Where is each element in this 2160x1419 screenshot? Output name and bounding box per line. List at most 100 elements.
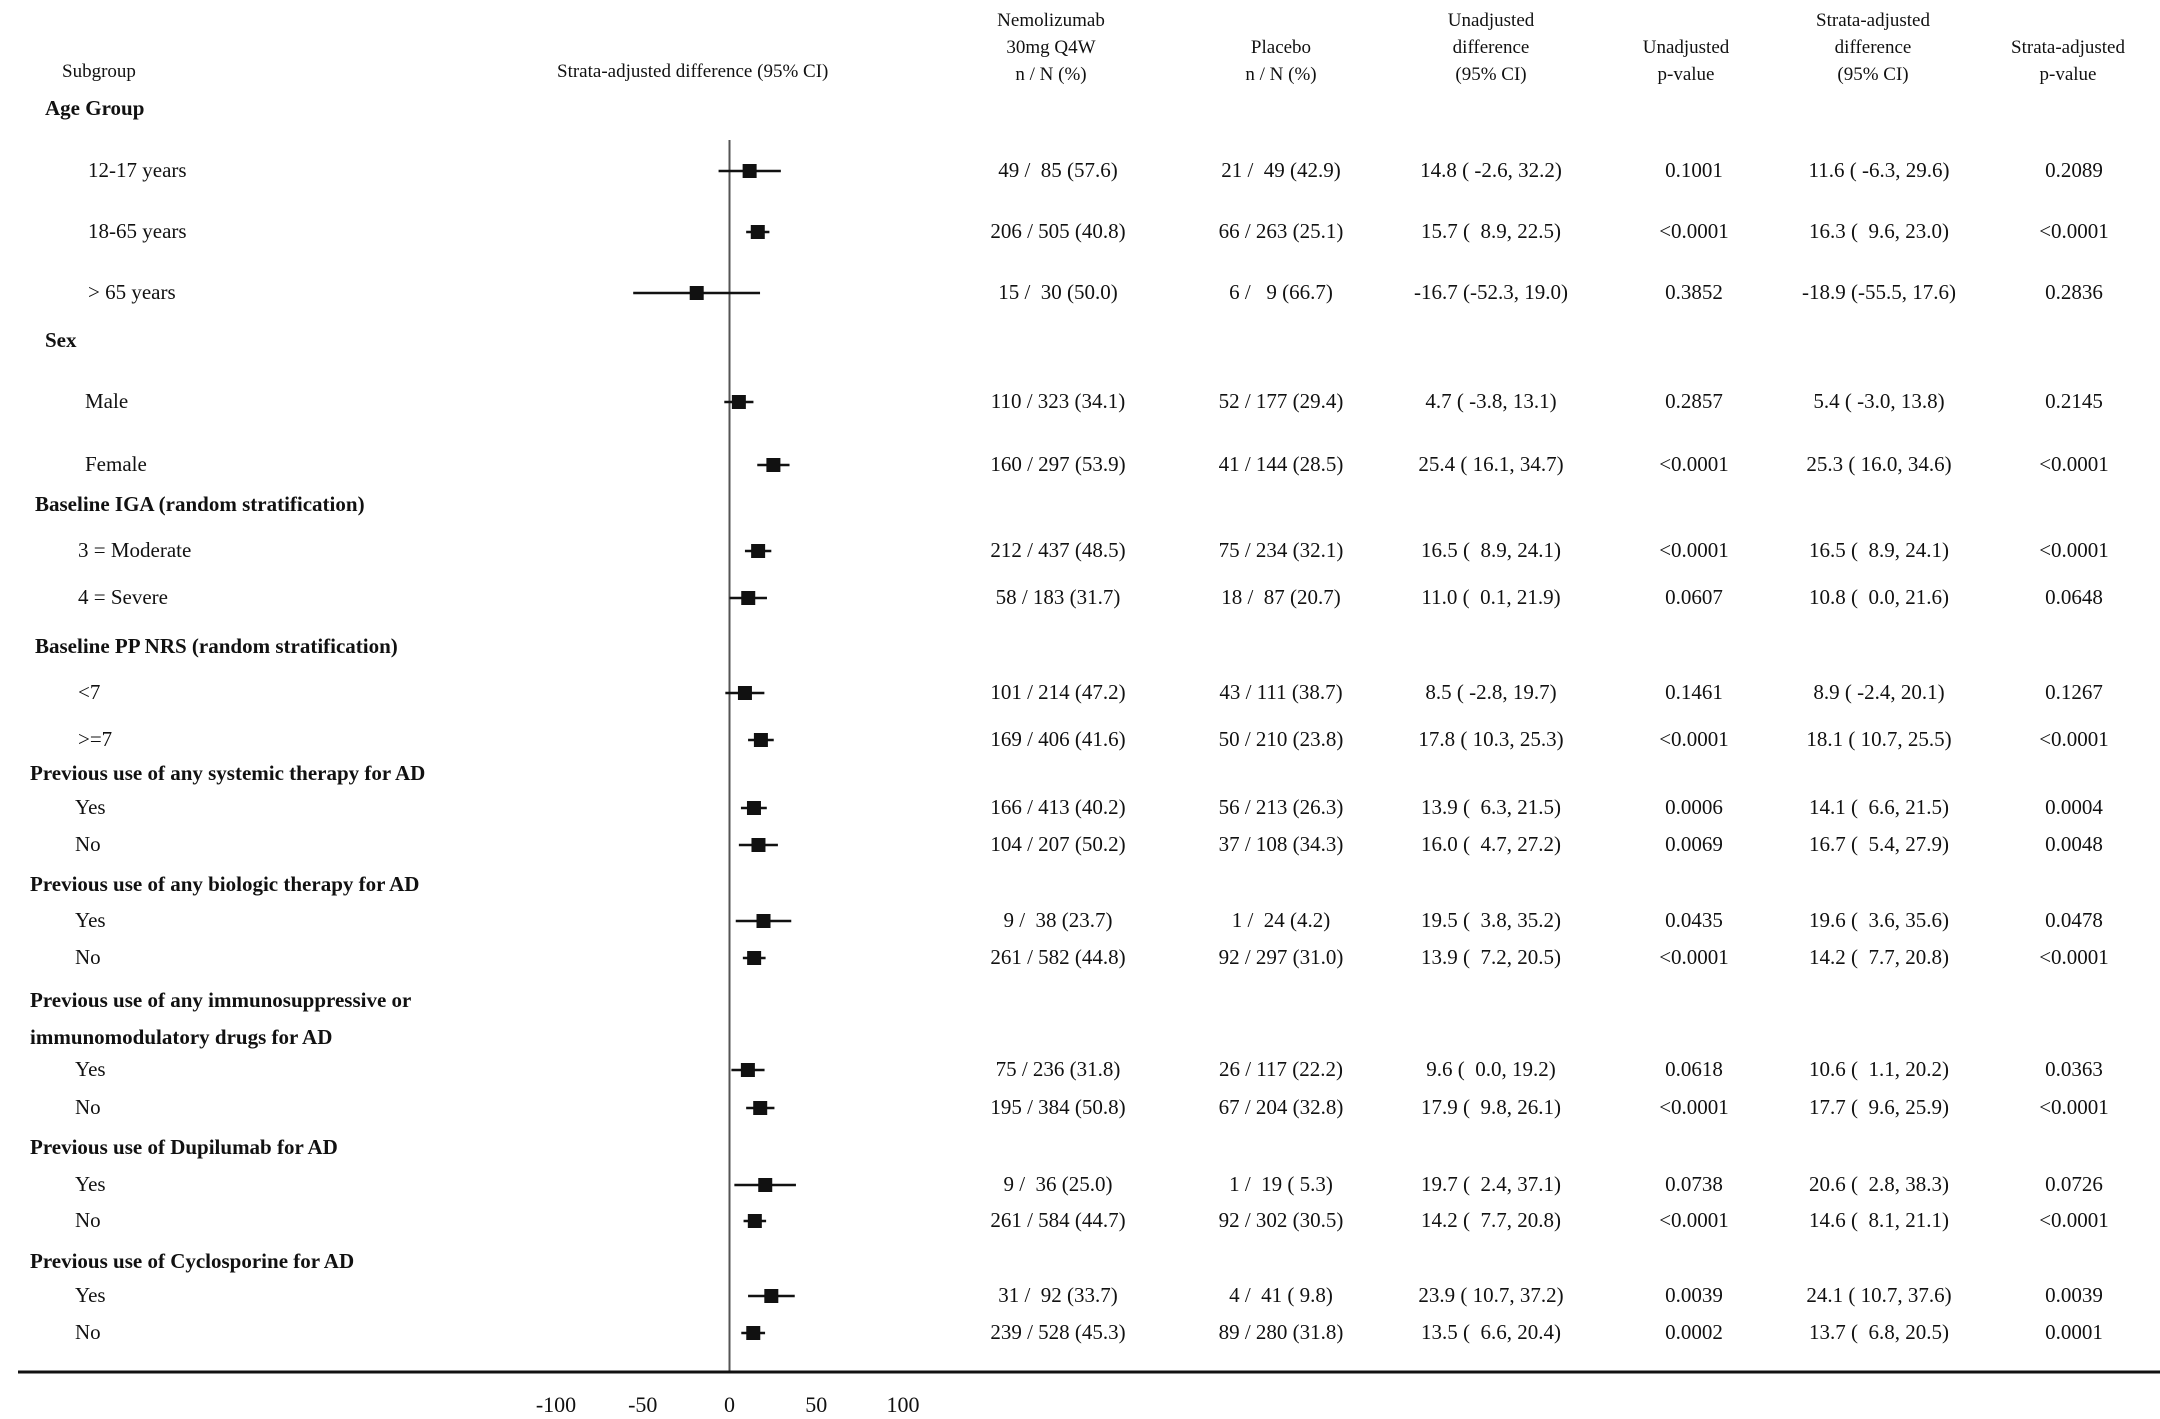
subgroup-label: No bbox=[75, 1320, 101, 1344]
subgroup-label: <7 bbox=[78, 680, 101, 704]
subgroup-header: Subgroup bbox=[62, 61, 136, 82]
placebo-value: 89 / 280 (31.8) bbox=[1218, 1320, 1344, 1344]
nemolizumab-value: 75 / 236 (31.8) bbox=[995, 1057, 1121, 1081]
unadjusted-difference-header-line: (95% CI) bbox=[1455, 64, 1527, 85]
nemolizumab-value: 160 / 297 (53.9) bbox=[990, 452, 1126, 476]
unadjusted-pvalue-value: <0.0001 bbox=[1659, 452, 1729, 476]
unadjusted-pvalue-value: 0.0738 bbox=[1665, 1172, 1723, 1196]
unadjusted-difference-value: 25.4 ( 16.1, 34.7) bbox=[1418, 452, 1564, 476]
nemolizumab-value: 169 / 406 (41.6) bbox=[990, 727, 1126, 751]
strata-adjusted-pvalue-value: <0.0001 bbox=[2039, 1208, 2109, 1232]
strata-adjusted-difference-value: 14.1 ( 6.6, 21.5) bbox=[1809, 795, 1949, 819]
nemolizumab-value: 110 / 323 (34.1) bbox=[990, 389, 1126, 413]
strata-adjusted-difference-value: -18.9 (-55.5, 17.6) bbox=[1802, 280, 1956, 304]
unadjusted-difference-value: 13.5 ( 6.6, 20.4) bbox=[1421, 1320, 1561, 1344]
placebo-value: 67 / 204 (32.8) bbox=[1218, 1095, 1344, 1119]
nemolizumab-header-line: n / N (%) bbox=[1015, 64, 1087, 85]
strata-adjusted-difference-value: 25.3 ( 16.0, 34.6) bbox=[1806, 452, 1952, 476]
group-cyclosporine: Previous use of Cyclosporine for AD bbox=[30, 1249, 355, 1273]
placebo-value: 66 / 263 (25.1) bbox=[1218, 219, 1344, 243]
unadjusted-pvalue-value: 0.0039 bbox=[1665, 1283, 1723, 1307]
subgroup-label: No bbox=[75, 1095, 101, 1119]
placebo-value: 1 / 24 (4.2) bbox=[1231, 908, 1331, 932]
nemolizumab-value: 31 / 92 (33.7) bbox=[998, 1283, 1118, 1307]
nemolizumab-value: 58 / 183 (31.7) bbox=[995, 585, 1121, 609]
unadjusted-difference-value: 13.9 ( 7.2, 20.5) bbox=[1421, 945, 1561, 969]
placebo-value: 41 / 144 (28.5) bbox=[1218, 452, 1344, 476]
group-dupilumab: Previous use of Dupilumab for AD bbox=[30, 1135, 338, 1159]
subgroup-label: >=7 bbox=[78, 727, 113, 751]
point-estimate-marker bbox=[751, 838, 766, 852]
group-sex: Sex bbox=[45, 328, 77, 352]
strata-adjusted-difference-value: 8.9 ( -2.4, 20.1) bbox=[1813, 680, 1945, 704]
strata-adjusted-difference-value: 10.8 ( 0.0, 21.6) bbox=[1809, 585, 1949, 609]
strata-adjusted-pvalue-header: Strata-adjusted p-value bbox=[2011, 34, 2125, 88]
nemolizumab-value: 15 / 30 (50.0) bbox=[998, 280, 1118, 304]
nemolizumab-value: 206 / 505 (40.8) bbox=[990, 219, 1126, 243]
placebo-value: 56 / 213 (26.3) bbox=[1218, 795, 1344, 819]
strata-adjusted-difference-value: 20.6 ( 2.8, 38.3) bbox=[1809, 1172, 1949, 1196]
subgroup-label: 12-17 years bbox=[88, 158, 187, 182]
strata-adjusted-difference-value: 17.7 ( 9.6, 25.9) bbox=[1809, 1095, 1949, 1119]
nemolizumab-value: 212 / 437 (48.5) bbox=[990, 538, 1126, 562]
subgroup-label: No bbox=[75, 945, 101, 969]
x-tick-label: -50 bbox=[628, 1392, 657, 1417]
point-estimate-marker bbox=[741, 591, 756, 605]
unadjusted-difference-value: 11.0 ( 0.1, 21.9) bbox=[1421, 585, 1561, 609]
strata-adjusted-pvalue-value: 0.0363 bbox=[2045, 1057, 2103, 1081]
subgroup-label: No bbox=[75, 832, 101, 856]
point-estimate-marker bbox=[747, 951, 762, 965]
point-estimate-marker bbox=[747, 1214, 762, 1228]
strata-adjusted-pvalue-value: 0.0039 bbox=[2045, 1283, 2103, 1307]
point-estimate-marker bbox=[766, 458, 781, 472]
point-estimate-marker bbox=[746, 801, 761, 815]
unadjusted-difference-value: 19.5 ( 3.8, 35.2) bbox=[1421, 908, 1561, 932]
x-tick-label: 100 bbox=[887, 1392, 920, 1417]
unadjusted-pvalue-value: 0.0006 bbox=[1665, 795, 1723, 819]
strata-adjusted-pvalue-value: 0.0004 bbox=[2045, 795, 2103, 819]
point-estimate-marker bbox=[742, 164, 757, 178]
group-systemic-therapy: Previous use of any systemic therapy for… bbox=[30, 761, 426, 785]
strata-adjusted-pvalue-value: 0.0001 bbox=[2045, 1320, 2103, 1344]
unadjusted-pvalue-value: 0.0607 bbox=[1665, 585, 1723, 609]
strata-adjusted-pvalue-value: 0.1267 bbox=[2045, 680, 2103, 704]
unadjusted-difference-value: -16.7 (-52.3, 19.0) bbox=[1414, 280, 1568, 304]
placebo-value: 92 / 302 (30.5) bbox=[1218, 1208, 1344, 1232]
strata-adjusted-difference-value: 14.2 ( 7.7, 20.8) bbox=[1809, 945, 1949, 969]
nemolizumab-value: 166 / 413 (40.2) bbox=[990, 795, 1126, 819]
group-baseline-pp-nrs: Baseline PP NRS (random stratification) bbox=[35, 634, 398, 658]
unadjusted-difference-header-line: difference bbox=[1452, 37, 1530, 58]
unadjusted-difference-value: 14.8 ( -2.6, 32.2) bbox=[1420, 158, 1562, 182]
subgroup-label: 18-65 years bbox=[88, 219, 187, 243]
strata-adjusted-pvalue-value: <0.0001 bbox=[2039, 452, 2109, 476]
strata-adjusted-pvalue-value: 0.2089 bbox=[2045, 158, 2103, 182]
strata-adjusted-difference-value: 5.4 ( -3.0, 13.8) bbox=[1813, 389, 1945, 413]
placebo-value: 52 / 177 (29.4) bbox=[1218, 389, 1344, 413]
strata-adjusted-pvalue-value: 0.0048 bbox=[2045, 832, 2103, 856]
nemolizumab-header: Nemolizumab 30mg Q4W n / N (%) bbox=[997, 7, 1105, 88]
subgroup-label: Yes bbox=[75, 1172, 106, 1196]
strata-adjusted-pvalue-header-line: Strata-adjusted bbox=[2011, 37, 2125, 58]
nemolizumab-header-line: 30mg Q4W bbox=[1006, 37, 1096, 58]
strata-adjusted-difference-value: 11.6 ( -6.3, 29.6) bbox=[1808, 158, 1950, 182]
strata-adjusted-difference-header-line: (95% CI) bbox=[1837, 64, 1909, 85]
point-estimate-marker bbox=[746, 1326, 761, 1340]
unadjusted-pvalue-value: <0.0001 bbox=[1659, 1095, 1729, 1119]
unadjusted-difference-value: 15.7 ( 8.9, 22.5) bbox=[1421, 219, 1561, 243]
point-estimate-marker bbox=[740, 1063, 755, 1077]
point-estimate-marker bbox=[689, 286, 704, 300]
group-biologic-therapy: Previous use of any biologic therapy for… bbox=[30, 872, 420, 896]
subgroup-label: Male bbox=[85, 389, 129, 413]
unadjusted-difference-value: 16.0 ( 4.7, 27.2) bbox=[1421, 832, 1561, 856]
strata-adjusted-difference-header-line: difference bbox=[1834, 37, 1912, 58]
unadjusted-pvalue-value: 0.0069 bbox=[1665, 832, 1723, 856]
strata-adjusted-pvalue-value: 0.2836 bbox=[2045, 280, 2103, 304]
point-estimate-marker bbox=[753, 733, 768, 747]
strata-adjusted-difference-value: 18.1 ( 10.7, 25.5) bbox=[1806, 727, 1952, 751]
placebo-header: Placebo n / N (%) bbox=[1245, 34, 1316, 88]
placebo-value: 18 / 87 (20.7) bbox=[1221, 585, 1341, 609]
strata-adjusted-pvalue-value: 0.0478 bbox=[2045, 908, 2103, 932]
subgroup-label: > 65 years bbox=[88, 280, 176, 304]
point-estimate-marker bbox=[750, 225, 765, 239]
strata-adjusted-difference-value: 24.1 ( 10.7, 37.6) bbox=[1806, 1283, 1952, 1307]
